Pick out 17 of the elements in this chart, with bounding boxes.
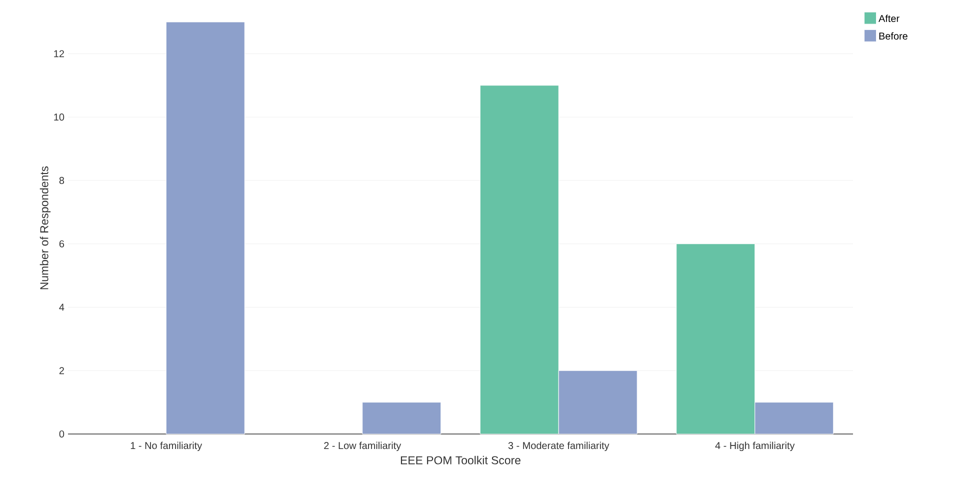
- y-tick-label: 10: [54, 114, 64, 121]
- bar: [362, 402, 442, 434]
- x-tick-label: 4 - High familiarity: [715, 442, 795, 452]
- x-tick-label: 2 - Low familiarity: [324, 442, 402, 452]
- x-axis-title: EEE POM Toolkit Score: [400, 456, 520, 464]
- x-tick-label: 1 - No familiarity: [130, 442, 202, 452]
- y-tick-label: 12: [54, 50, 64, 58]
- x-tick-label: 3 - Moderate familiarity: [508, 442, 610, 452]
- legend-label: Before: [879, 32, 908, 40]
- y-tick-label: 8: [59, 176, 64, 184]
- y-tick-label: 6: [59, 240, 64, 248]
- legend-label: After: [878, 14, 900, 22]
- bar: [166, 22, 245, 434]
- y-axis-title: Number of Respondents: [40, 166, 51, 290]
- y-tick-label: 4: [59, 304, 64, 311]
- y-tick-label: 0: [59, 430, 64, 438]
- y-tick-label: 2: [59, 367, 64, 374]
